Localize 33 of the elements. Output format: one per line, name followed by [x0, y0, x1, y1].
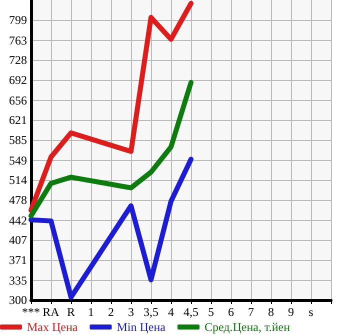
legend-label: Max Цена — [27, 320, 78, 334]
x-tick-label: 5 — [208, 305, 214, 319]
x-tick-label: 4,5 — [184, 305, 198, 319]
y-tick-label: 442 — [9, 213, 27, 228]
x-tick-label: *** — [22, 305, 40, 319]
x-tick-label: 4 — [168, 305, 174, 319]
x-tick-label: 1 — [88, 305, 94, 319]
x-tick-label: 2 — [108, 305, 114, 319]
y-tick-label: 300 — [9, 293, 27, 307]
y-tick-label: 549 — [9, 153, 27, 168]
y-tick-label: 763 — [9, 33, 27, 48]
x-tick-label: RA — [42, 305, 60, 319]
x-tick-label: 6 — [228, 305, 234, 319]
y-tick-label: 728 — [9, 53, 27, 67]
x-tick-label: 3,5 — [144, 305, 158, 319]
y-tick-label: 407 — [9, 233, 27, 247]
x-tick-label: 9 — [288, 305, 294, 319]
x-tick-label: 7 — [248, 305, 254, 319]
legend-label: Min Цена — [116, 320, 166, 334]
x-tick-label: 3 — [128, 305, 134, 319]
y-tick-label: 478 — [9, 193, 27, 208]
y-tick-label: 621 — [9, 113, 27, 127]
y-tick-label: 799 — [9, 13, 27, 28]
y-tick-label: 692 — [9, 73, 27, 88]
legend-label: Сред.Цена, т.йен — [204, 320, 291, 334]
y-tick-label: 514 — [9, 173, 27, 187]
y-tick-label: 585 — [9, 133, 27, 148]
x-tick-label: R — [66, 305, 76, 319]
y-tick-label: 371 — [9, 253, 27, 268]
x-tick-label: s — [308, 305, 314, 319]
y-tick-label: 656 — [9, 93, 27, 108]
y-tick-label: 335 — [9, 273, 27, 288]
x-tick-label: 8 — [268, 305, 274, 319]
